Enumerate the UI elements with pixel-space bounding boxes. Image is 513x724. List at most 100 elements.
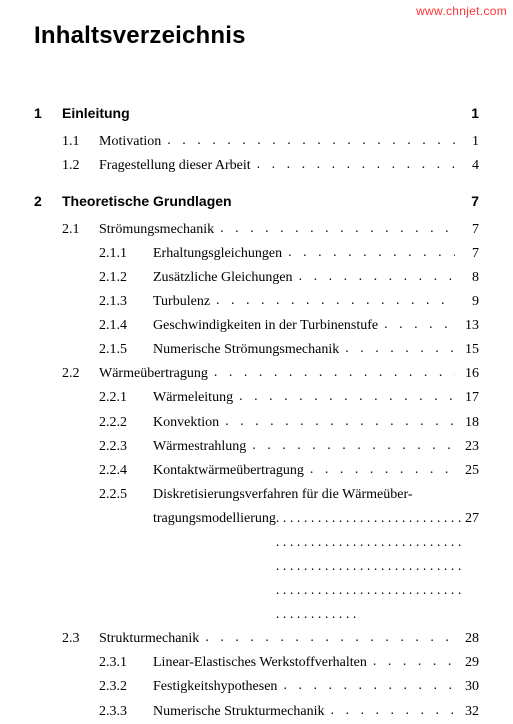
toc-section[interactable]: 2.2Wärmeübertragung. . . . . . . . . . .… [34,362,479,386]
subsection-page: 27 [465,507,479,531]
subsection-page: 13 [455,314,479,338]
subsection-page: 32 [455,700,479,724]
chapter-title: Einleitung [62,102,455,124]
dot-leader: . . . . . . . . . . . . . . . . . . . . … [373,650,455,674]
subsection-title: Turbulenz [153,290,216,314]
dot-leader: . . . . . . . . . . . . . . . . . . . . … [310,458,455,482]
subsection-number: 2.2.2 [34,411,153,435]
chapter-page: 1 [455,102,479,124]
dot-leader: . . . . . . . . . . . . . . . . . . . . … [257,153,455,177]
subsection-page: 15 [455,338,479,362]
dot-leader: . . . . . . . . . . . . . . . . . . . . … [299,265,455,289]
toc-section[interactable]: 1.2Fragestellung dieser Arbeit. . . . . … [34,154,479,178]
subsection-page: 23 [455,435,479,459]
dot-leader: . . . . . . . . . . . . . . . . . . . . … [345,337,455,361]
subsection-number: 2.1.1 [34,242,153,266]
chapter-number: 1 [34,102,62,124]
section-page: 16 [455,362,479,386]
chapter-title: Theoretische Grundlagen [62,190,455,212]
toc-container: 1Einleitung11.1Motivation. . . . . . . .… [34,102,479,724]
dot-leader: . . . . . . . . . . . . . . . . . . . . … [220,217,455,241]
section-page: 4 [455,154,479,178]
toc-subsection[interactable]: 2.1.4Geschwindigkeiten in der Turbinenst… [34,314,479,338]
toc-section[interactable]: 2.1Strömungsmechanik. . . . . . . . . . … [34,218,479,242]
toc-subsection[interactable]: 2.2.4Kontaktwärmeübertragung. . . . . . … [34,459,479,483]
subsection-title: Erhaltungsgleichungen [153,242,288,266]
subsection-number: 2.1.2 [34,266,153,290]
subsection-title: Numerische Strömungsmechanik [153,338,345,362]
section-number: 2.1 [34,218,99,242]
dot-leader: . . . . . . . . . . . . . . . . . . . . … [205,626,455,650]
toc-chapter-head[interactable]: 1Einleitung1 [34,102,479,124]
section-title: Fragestellung dieser Arbeit [99,154,257,178]
subsection-title: Wärmestrahlung [153,435,252,459]
subsection-title: Linear-Elastisches Werkstoffverhalten [153,651,373,675]
dot-leader: . . . . . . . . . . . . . . . . . . . . … [276,507,465,627]
toc-subsection[interactable]: 2.1.3Turbulenz. . . . . . . . . . . . . … [34,290,479,314]
toc-subsection[interactable]: 2.2.1Wärmeleitung. . . . . . . . . . . .… [34,386,479,410]
toc-subsection[interactable]: 2.2.2Konvektion. . . . . . . . . . . . .… [34,411,479,435]
subsection-page: 25 [455,459,479,483]
toc-subsection[interactable]: 2.3.1Linear-Elastisches Werkstoffverhalt… [34,651,479,675]
subsection-page: 29 [455,651,479,675]
subsection-title-line2: tragungsmodellierung [153,507,276,531]
section-title: Strömungsmechanik [99,218,220,242]
dot-leader: . . . . . . . . . . . . . . . . . . . . … [384,313,455,337]
section-title: Strukturmechanik [99,627,205,651]
subsection-title: Geschwindigkeiten in der Turbinenstufe [153,314,384,338]
section-number: 1.1 [34,130,99,154]
subsection-page: 7 [455,242,479,266]
chapter-number: 2 [34,190,62,212]
subsection-number: 2.2.3 [34,435,153,459]
section-title: Motivation [99,130,167,154]
subsection-number: 2.2.4 [34,459,153,483]
subsection-title: Wärmeleitung [153,386,239,410]
section-page: 1 [455,130,479,154]
toc-section[interactable]: 2.3Strukturmechanik. . . . . . . . . . .… [34,627,479,651]
toc-subsection[interactable]: 2.2.5Diskretisierungsverfahren für die W… [34,483,479,627]
document-page: www.chnjet.com Inhaltsverzeichnis 1Einle… [0,0,513,638]
page-title: Inhaltsverzeichnis [34,22,479,50]
toc-subsection[interactable]: 2.3.2Festigkeitshypothesen. . . . . . . … [34,675,479,699]
subsection-title: Festigkeitshypothesen [153,675,283,699]
chapter-page: 7 [455,190,479,212]
subsection-page: 17 [455,386,479,410]
toc-subsection[interactable]: 2.3.3Numerische Strukturmechanik. . . . … [34,700,479,724]
toc-chapter: 1Einleitung11.1Motivation. . . . . . . .… [34,102,479,179]
toc-chapter: 2Theoretische Grundlagen72.1Strömungsmec… [34,190,479,724]
dot-leader: . . . . . . . . . . . . . . . . . . . . … [225,410,455,434]
subsection-number: 2.2.5 [34,483,153,627]
subsection-number: 2.2.1 [34,386,153,410]
subsection-page: 8 [455,266,479,290]
toc-subsection[interactable]: 2.2.3Wärmestrahlung. . . . . . . . . . .… [34,435,479,459]
subsection-page: 18 [455,411,479,435]
toc-chapter-head[interactable]: 2Theoretische Grundlagen7 [34,190,479,212]
subsection-number: 2.1.4 [34,314,153,338]
dot-leader: . . . . . . . . . . . . . . . . . . . . … [216,289,455,313]
dot-leader: . . . . . . . . . . . . . . . . . . . . … [239,385,455,409]
subsection-page: 9 [455,290,479,314]
subsection-number: 2.3.3 [34,700,153,724]
subsection-title: Konvektion [153,411,225,435]
subsection-number: 2.1.5 [34,338,153,362]
section-number: 2.3 [34,627,99,651]
toc-subsection[interactable]: 2.1.2Zusätzliche Gleichungen. . . . . . … [34,266,479,290]
dot-leader: . . . . . . . . . . . . . . . . . . . . … [252,434,455,458]
watermark-link[interactable]: www.chnjet.com [416,4,507,18]
dot-leader: . . . . . . . . . . . . . . . . . . . . … [283,674,455,698]
toc-subsection[interactable]: 2.1.5Numerische Strömungsmechanik. . . .… [34,338,479,362]
subsection-title: Zusätzliche Gleichungen [153,266,299,290]
subsection-title-line1: Diskretisierungsverfahren für die Wärmeü… [153,483,479,507]
dot-leader: . . . . . . . . . . . . . . . . . . . . … [167,129,455,153]
toc-section[interactable]: 1.1Motivation. . . . . . . . . . . . . .… [34,130,479,154]
section-page: 28 [455,627,479,651]
dot-leader: . . . . . . . . . . . . . . . . . . . . … [288,241,455,265]
subsection-number: 2.3.1 [34,651,153,675]
section-title: Wärmeübertragung [99,362,214,386]
subsection-title: Kontaktwärmeübertragung [153,459,310,483]
subsection-number: 2.1.3 [34,290,153,314]
section-number: 1.2 [34,154,99,178]
section-page: 7 [455,218,479,242]
toc-subsection[interactable]: 2.1.1Erhaltungsgleichungen. . . . . . . … [34,242,479,266]
subsection-number: 2.3.2 [34,675,153,699]
